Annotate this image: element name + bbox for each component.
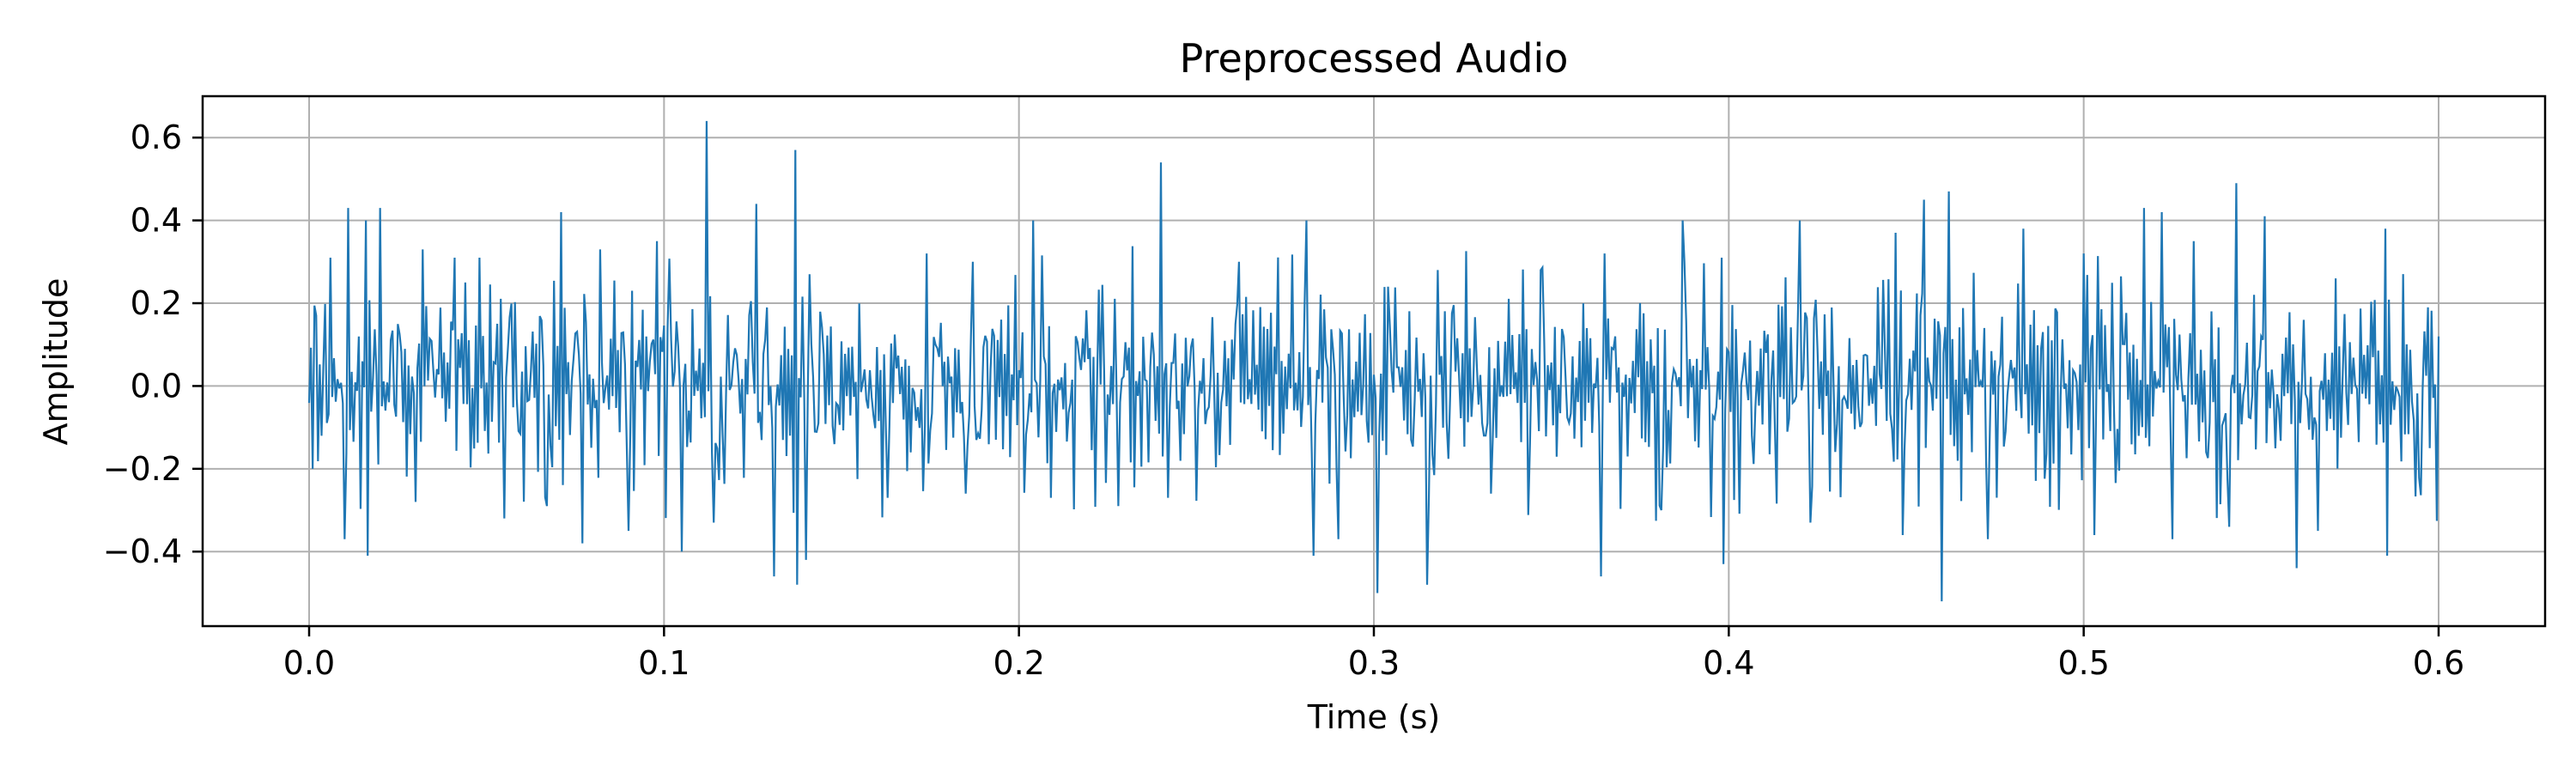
- y-tick-label: 0.4: [131, 202, 182, 240]
- chart-title: Preprocessed Audio: [1180, 35, 1569, 82]
- x-tick-label: 0.6: [2413, 644, 2464, 682]
- x-tick-label: 0.0: [283, 644, 335, 682]
- x-tick-label: 0.5: [2057, 644, 2109, 682]
- plot-area: [307, 120, 2440, 602]
- x-tick-label: 0.3: [1348, 644, 1400, 682]
- y-tick-label: −0.4: [103, 533, 182, 570]
- y-tick-label: −0.2: [103, 450, 182, 488]
- y-tick-label: 0.6: [131, 119, 182, 156]
- x-tick-label: 0.4: [1703, 644, 1754, 682]
- x-axis-label: Time (s): [1307, 698, 1441, 736]
- y-tick-label: 0.2: [131, 284, 182, 322]
- y-tick-label: 0.0: [131, 367, 182, 405]
- x-tick-label: 0.2: [993, 644, 1044, 682]
- y-axis-label: Amplitude: [37, 278, 75, 446]
- waveform-series-line: [307, 120, 2440, 602]
- x-tick-label: 0.1: [638, 644, 690, 682]
- axes: 0.0 0.1 0.2 0.3 0.4 0.5 0.6 −0.4 −0.2 0.0 0.2 0.4 0.…: [103, 94, 2547, 682]
